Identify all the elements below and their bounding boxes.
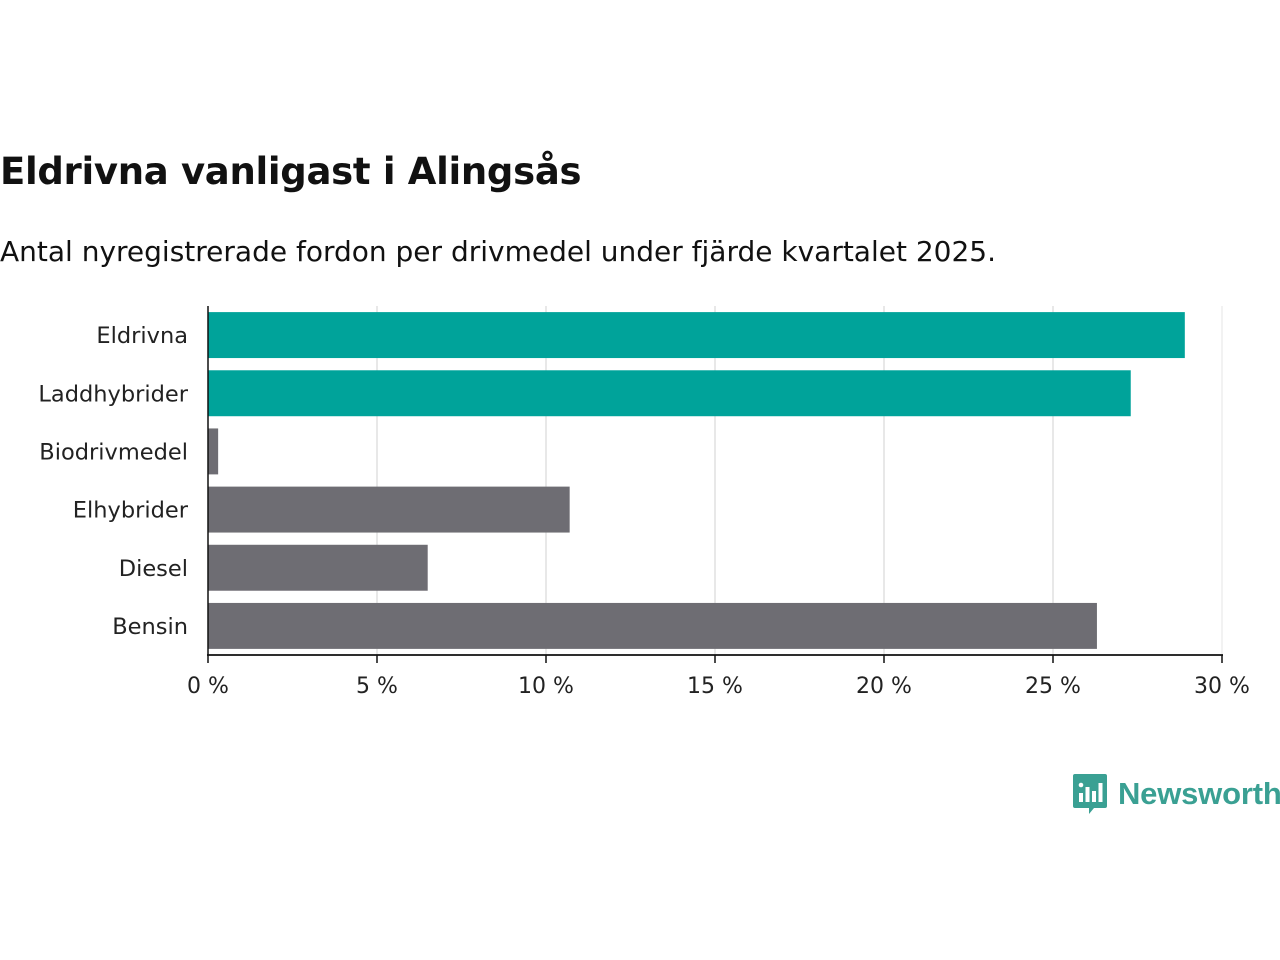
- bar-diesel: [208, 544, 428, 591]
- category-label: Biodrivmedel: [39, 439, 188, 465]
- brand-logo: Newsworthy: [1072, 773, 1280, 815]
- x-tick-label: 30 %: [1194, 674, 1250, 699]
- category-label: Eldrivna: [96, 323, 188, 349]
- bar-bensin: [208, 602, 1097, 649]
- bar-laddhybrider: [208, 370, 1131, 417]
- chart-title: Eldrivna vanligast i Alingsås: [0, 150, 582, 193]
- brand-name: Newsworthy: [1118, 776, 1280, 811]
- category-label: Bensin: [112, 614, 188, 640]
- bar-biodrivmedel: [208, 428, 219, 475]
- bar-elhybrider: [208, 486, 570, 533]
- x-tick-label: 5 %: [356, 674, 398, 699]
- chart-subtitle: Antal nyregistrerade fordon per drivmede…: [0, 235, 997, 268]
- x-tick-label: 25 %: [1025, 674, 1081, 699]
- bar-eldrivna: [208, 312, 1185, 359]
- category-label: Elhybrider: [73, 498, 189, 524]
- category-label: Laddhybrider: [38, 381, 188, 407]
- category-label: Diesel: [119, 556, 188, 582]
- x-tick-label: 0 %: [187, 674, 229, 699]
- x-tick-label: 15 %: [687, 674, 743, 699]
- newsworthy-logo-icon: [1073, 774, 1107, 814]
- x-tick-label: 10 %: [518, 674, 574, 699]
- x-tick-label: 20 %: [856, 674, 912, 699]
